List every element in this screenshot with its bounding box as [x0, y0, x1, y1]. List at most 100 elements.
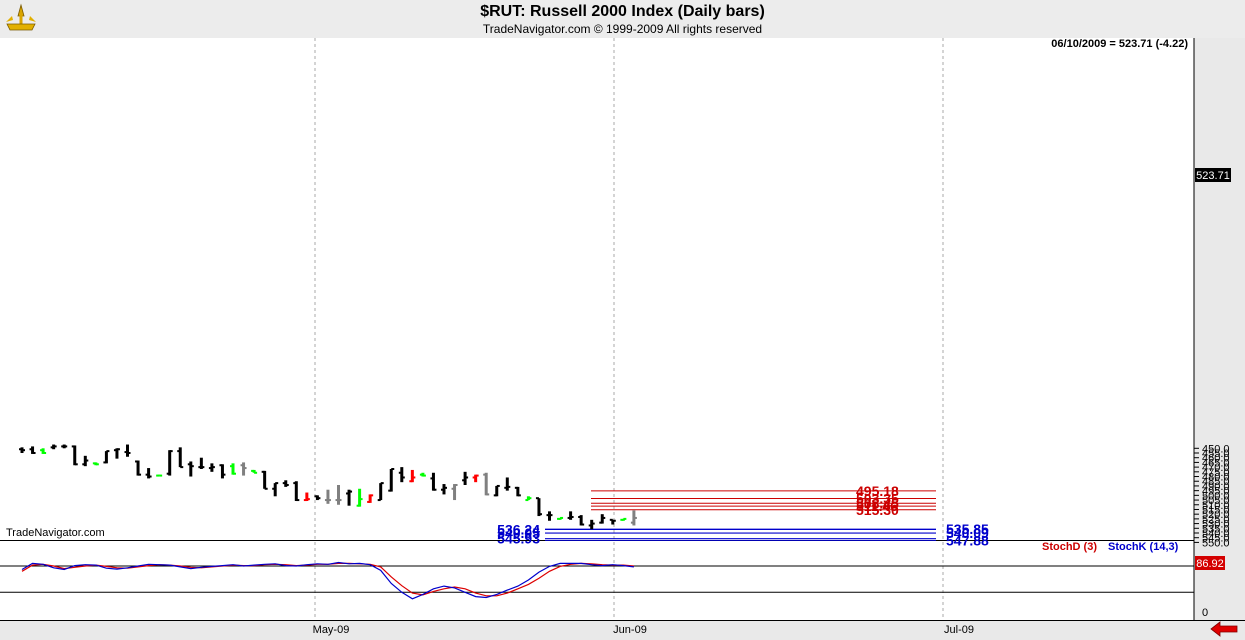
level-label: 535.85 [946, 521, 989, 537]
level-label: 495.18 [856, 483, 899, 499]
ohlc-bar[interactable] [514, 486, 521, 497]
y-tick-label: 525.0 [1202, 514, 1230, 526]
ohlc-bar[interactable] [451, 484, 458, 501]
ohlc-bar[interactable] [620, 517, 627, 521]
ohlc-bar[interactable] [546, 511, 553, 521]
y-tick-label: 540.0 [1202, 528, 1230, 540]
ohlc-bar[interactable] [113, 448, 120, 459]
ohlc-bar[interactable] [251, 469, 258, 474]
ohlc-bar[interactable] [240, 462, 247, 476]
date-axis-labels: May-09 Jun-09 Jul-09 [313, 624, 974, 636]
ohlc-bar[interactable] [324, 489, 331, 504]
ohlc-bar[interactable] [335, 485, 342, 505]
ohlc-bar[interactable] [430, 472, 437, 491]
info-readout: 06/10/2009 = 523.71 (-4.22) [1051, 38, 1188, 50]
y-tick-label: 485.0 [1202, 476, 1230, 488]
x-tick-label: Jul-09 [944, 624, 974, 636]
ohlc-bar[interactable] [71, 445, 78, 466]
ohlc-bar[interactable] [388, 468, 395, 492]
ohlc-bar[interactable] [483, 472, 490, 496]
watermark-text: TradeNavigator.com [6, 527, 105, 539]
price-panel[interactable] [0, 38, 1194, 540]
ohlc-bar[interactable] [472, 474, 479, 483]
ohlc-bar[interactable] [103, 450, 110, 464]
ohlc-bar[interactable] [208, 463, 215, 472]
ohlc-bar[interactable] [303, 492, 310, 502]
ohlc-bar[interactable] [578, 515, 585, 526]
ohlc-bar[interactable] [282, 480, 289, 487]
ohlc-bar[interactable] [156, 474, 163, 477]
ohlc-bar[interactable] [166, 450, 173, 476]
ohlc-bar[interactable] [609, 518, 616, 525]
y-tick-label: 505.0 [1202, 495, 1230, 507]
level-label: 540.05 [497, 525, 540, 541]
stochastic-panel[interactable] [0, 541, 1194, 620]
ohlc-bar[interactable] [19, 447, 25, 453]
ohlc-bar[interactable] [293, 481, 300, 502]
ohlc-bar[interactable] [630, 510, 637, 526]
ohlc-bar[interactable] [398, 467, 405, 483]
ohlc-bar[interactable] [314, 495, 321, 501]
ohlc-bar[interactable] [61, 444, 68, 449]
ohlc-bar[interactable] [419, 472, 426, 477]
ohlc-bar[interactable] [462, 471, 469, 485]
y-tick-label: 455.0 [1202, 448, 1230, 460]
ohlc-bar[interactable] [377, 482, 384, 502]
level-label: 511.46 [856, 498, 898, 514]
y-tick-label: 460.0 [1202, 453, 1230, 465]
scroll-left-arrow-icon[interactable] [1209, 621, 1239, 637]
y-tick-label: 490.0 [1202, 481, 1230, 493]
chart-subtitle: TradeNavigator.com © 1999-2009 All right… [482, 22, 763, 36]
ohlc-bar[interactable] [599, 514, 606, 524]
ohlc-bar[interactable] [124, 444, 131, 457]
chart-title: $RUT: Russell 2000 Index (Daily bars) [480, 3, 765, 20]
ohlc-bar[interactable] [230, 463, 236, 475]
ohlc-bar[interactable] [50, 444, 57, 450]
ohlc-bars[interactable] [19, 444, 637, 530]
stoch-d-legend: StochD (3) [1042, 541, 1097, 553]
ohlc-bar[interactable] [567, 511, 574, 520]
y-tick-label: 545.0 [1202, 533, 1230, 545]
vertical-gridlines [314, 38, 944, 620]
ohlc-bar[interactable] [177, 447, 184, 469]
ohlc-bar[interactable] [367, 494, 374, 503]
y-tick-label: 465.0 [1202, 457, 1230, 469]
y-tick-label: 495.0 [1202, 486, 1230, 498]
y-tick-label: 550.0 [1202, 537, 1230, 549]
ohlc-bar[interactable] [346, 489, 353, 506]
level-label: 536.24 [497, 521, 540, 537]
ohlc-bar[interactable] [145, 468, 152, 479]
stoch-k-legend: StochK (14,3) [1108, 541, 1179, 553]
ohlc-bar[interactable] [409, 469, 416, 483]
y-tick-label: 470.0 [1202, 462, 1230, 474]
y-tick-label: 510.0 [1202, 500, 1230, 512]
stoch-last-marker: 86.92 [1195, 556, 1225, 570]
y-tick-label: 535.0 [1202, 523, 1230, 535]
ohlc-bar[interactable] [92, 462, 99, 466]
ohlc-bar[interactable] [135, 460, 142, 476]
ohlc-bar[interactable] [356, 488, 363, 507]
ohlc-bar[interactable] [82, 455, 89, 467]
ohlc-bar[interactable] [198, 457, 205, 469]
y-tick-label: 500.0 [1202, 490, 1230, 502]
ohlc-bar[interactable] [40, 448, 47, 454]
ohlc-bar[interactable] [219, 464, 226, 479]
x-tick-label: Jun-09 [613, 624, 647, 636]
ohlc-bar[interactable] [557, 516, 564, 520]
level-label: 547.88 [946, 532, 989, 548]
ohlc-bar[interactable] [29, 446, 36, 454]
ohlc-bar[interactable] [441, 484, 447, 495]
ohlc-bar[interactable] [535, 497, 542, 517]
y-tick-label: 515.0 [1202, 504, 1230, 516]
ohlc-bar[interactable] [261, 470, 268, 490]
ohlc-bar[interactable] [272, 482, 279, 497]
ohlc-bar[interactable] [493, 484, 500, 497]
ohlc-bar[interactable] [525, 496, 532, 502]
price-axis-ticks: 450.0455.0460.0465.0470.0475.0480.0485.0… [1194, 443, 1230, 549]
y-tick-label: 450.0 [1202, 443, 1230, 455]
ohlc-bar[interactable] [187, 461, 194, 477]
ohlc-bar[interactable] [588, 519, 595, 530]
ohlc-bar[interactable] [504, 477, 511, 491]
